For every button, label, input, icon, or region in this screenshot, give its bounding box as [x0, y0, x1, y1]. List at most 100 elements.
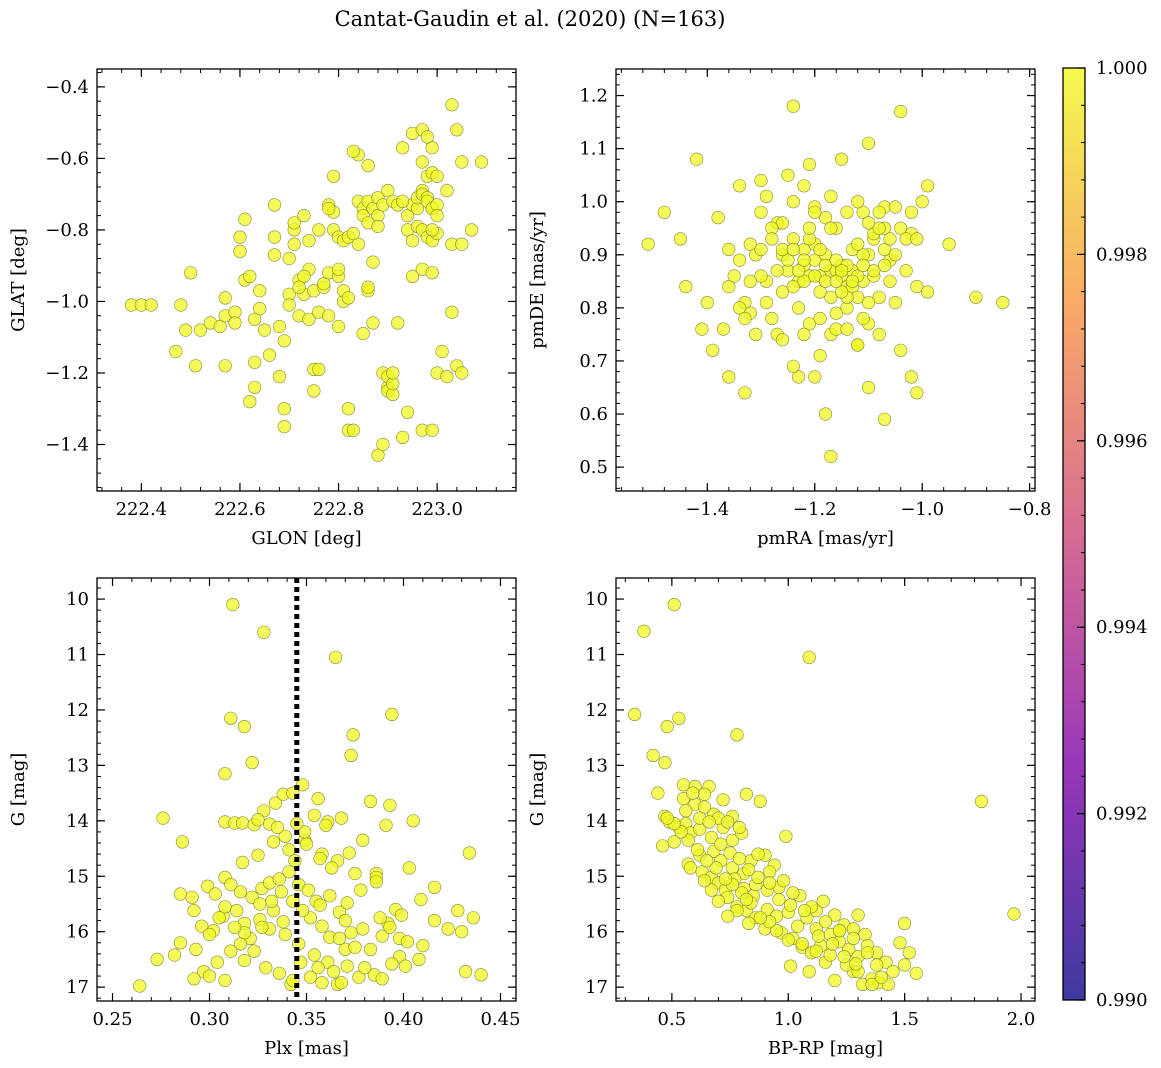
data-point	[278, 829, 292, 843]
data-point	[672, 711, 686, 725]
data-point	[646, 748, 660, 763]
data-point	[700, 854, 714, 868]
x-tick-label: −1.4	[685, 499, 729, 520]
data-point	[824, 290, 838, 304]
data-point	[783, 898, 798, 912]
data-point	[790, 919, 805, 933]
data-point	[851, 908, 865, 922]
data-point	[233, 230, 247, 244]
data-point	[915, 195, 929, 209]
data-point	[383, 798, 397, 812]
data-point	[776, 874, 791, 888]
data-point	[690, 843, 705, 857]
data-point	[356, 327, 370, 341]
data-point	[175, 835, 189, 849]
data-point	[342, 846, 356, 860]
data-point	[292, 280, 306, 294]
data-point	[802, 221, 817, 235]
data-point	[874, 970, 889, 984]
x-axis-label: Plx [mas]	[264, 1038, 349, 1059]
data-point	[396, 430, 410, 445]
data-point	[888, 248, 902, 262]
data-point	[455, 366, 469, 380]
data-point	[375, 929, 389, 943]
data-point	[754, 205, 768, 219]
y-tick-label: 12	[585, 700, 608, 721]
data-point	[299, 837, 314, 851]
data-point	[317, 277, 331, 291]
y-tick-label: 17	[66, 977, 89, 998]
plot-frame	[615, 68, 1036, 492]
data-point	[732, 851, 747, 866]
data-point	[313, 898, 327, 912]
data-point	[251, 848, 265, 862]
data-point	[686, 786, 700, 800]
x-tick-label: 0.40	[383, 1009, 423, 1030]
data-point	[765, 232, 779, 246]
data-point	[208, 887, 222, 901]
x-axis-label: GLON [deg]	[251, 528, 361, 549]
data-point	[722, 370, 736, 384]
data-point	[277, 334, 291, 348]
data-point	[230, 903, 244, 918]
data-point	[307, 384, 321, 398]
data-point	[245, 755, 259, 770]
y-tick-label: −0.6	[45, 148, 89, 169]
data-point	[375, 972, 389, 986]
data-point	[218, 291, 232, 305]
data-point	[904, 205, 919, 219]
data-point	[323, 889, 337, 903]
data-point	[462, 846, 477, 860]
data-point	[816, 894, 830, 908]
x-tick-label: 222.8	[313, 499, 365, 520]
y-tick-label: 13	[66, 755, 89, 776]
panel-proper-motion: −1.4 −1.2 −1.0 −0.8 0.5 0.6 0.7 0.8 0.9 1.0 1.1 1.2…	[527, 68, 1052, 549]
data-point	[849, 957, 863, 971]
data-point	[894, 221, 908, 235]
data-point	[265, 894, 279, 908]
colorbar-tick-label: 0.998	[1096, 244, 1148, 265]
data-point	[851, 195, 865, 209]
data-point	[716, 793, 730, 807]
x-tick-label: −0.8	[1008, 499, 1052, 520]
data-point	[173, 887, 187, 901]
data-point	[813, 311, 827, 326]
x-axis-label: pmRA [mas/yr]	[757, 528, 894, 549]
data-point	[637, 624, 651, 638]
y-tick-label: 15	[66, 866, 89, 887]
data-point	[302, 234, 316, 248]
data-point	[697, 787, 712, 801]
data-point	[248, 380, 262, 394]
data-point	[753, 794, 767, 809]
data-point	[772, 892, 786, 907]
data-point	[253, 284, 267, 298]
data-point	[455, 155, 469, 169]
y-tick-label: −0.4	[45, 77, 89, 98]
data-point	[296, 778, 310, 792]
data-point	[168, 948, 182, 962]
data-point	[312, 223, 326, 237]
data-point	[894, 104, 908, 119]
data-point	[797, 179, 811, 193]
data-point	[791, 370, 806, 384]
data-point	[722, 242, 736, 257]
data-point	[243, 269, 257, 284]
data-point	[861, 296, 876, 310]
data-point	[718, 872, 733, 886]
data-point	[228, 316, 242, 330]
y-tick-label: −1.0	[45, 291, 89, 312]
data-point	[711, 894, 726, 908]
y-axis-label: G [mag]	[527, 753, 548, 826]
data-point	[338, 913, 352, 928]
data-point	[786, 359, 800, 373]
data-point	[872, 290, 886, 304]
data-point	[714, 837, 728, 851]
data-point	[824, 449, 838, 464]
data-point	[743, 274, 757, 288]
data-point	[406, 814, 420, 828]
data-point	[753, 911, 767, 925]
y-tick-label: 16	[66, 922, 89, 943]
data-point	[721, 815, 735, 829]
data-point	[893, 936, 907, 950]
data-point	[834, 152, 849, 166]
